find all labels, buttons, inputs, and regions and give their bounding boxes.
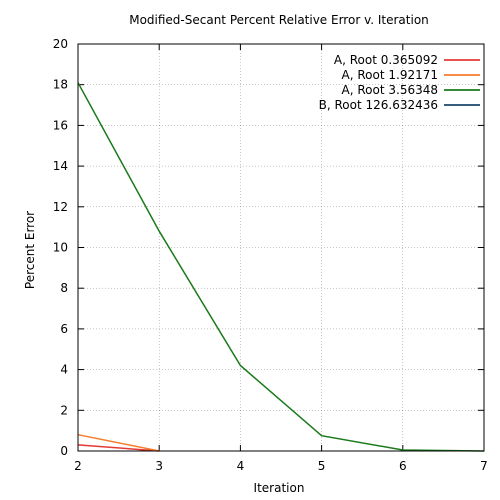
y-tick-label: 20: [53, 37, 68, 51]
y-axis-label: Percent Error: [23, 211, 37, 289]
y-tick-label: 2: [60, 403, 68, 417]
plot-area-border: [77, 43, 485, 452]
y-tick-label: 16: [53, 118, 68, 132]
x-tick-label: 2: [74, 459, 82, 473]
legend-label: A, Root 3.56348: [342, 83, 438, 97]
legend-label: A, Root 0.365092: [334, 53, 438, 67]
x-tick-label: 5: [318, 459, 326, 473]
y-tick-label: 8: [60, 281, 68, 295]
y-tick-label: 4: [60, 363, 68, 377]
chart-title: Modified-Secant Percent Relative Error v…: [129, 13, 429, 27]
x-tick-label: 7: [480, 459, 488, 473]
y-tick-label: 10: [53, 241, 68, 255]
y-tick-label: 0: [60, 444, 68, 458]
legend-label: A, Root 1.92171: [342, 68, 438, 82]
series-line-1: [77, 444, 160, 452]
y-tick-label: 18: [53, 78, 68, 92]
x-tick-label: 3: [155, 459, 163, 473]
y-tick-label: 12: [53, 200, 68, 214]
x-tick-label: 4: [237, 459, 245, 473]
grid-lines: [78, 44, 484, 451]
series-lines: [77, 82, 485, 452]
series-line-3: [77, 82, 485, 452]
legend-label: B, Root 126.632436: [319, 98, 438, 112]
x-axis-label: Iteration: [254, 481, 305, 495]
y-tick-label: 6: [60, 322, 68, 336]
y-tick-label: 14: [53, 159, 68, 173]
x-tick-label: 6: [399, 459, 407, 473]
series-line-2: [77, 433, 160, 452]
